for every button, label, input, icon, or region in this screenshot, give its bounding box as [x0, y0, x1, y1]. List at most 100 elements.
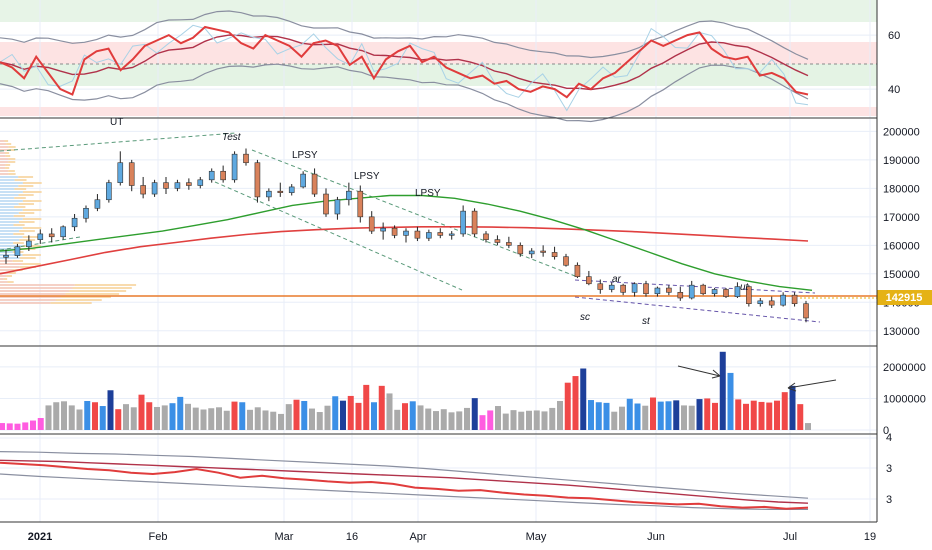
volume-bar	[588, 400, 594, 430]
volume-bar	[495, 406, 501, 430]
volume-profile-bar	[0, 146, 9, 148]
volume-profile-bar	[0, 218, 23, 220]
volume-bar	[270, 411, 277, 430]
volume-profile-bar	[0, 242, 14, 244]
candle-body	[323, 193, 329, 215]
volume-bar	[448, 412, 455, 430]
volume-tick-label: 1000000	[883, 393, 926, 405]
volume-bar	[254, 407, 261, 430]
price-panel[interactable]: UT Test LPSY LPSY LPSY ar ut sc st 20000…	[0, 117, 932, 347]
candle-body	[288, 186, 295, 193]
volume-profile-bar	[19, 230, 35, 232]
volume-bar	[433, 411, 439, 430]
lower-main-line	[0, 461, 809, 510]
volume-profile-bar	[0, 263, 23, 265]
volume-bar	[611, 411, 618, 430]
candle-body	[460, 210, 466, 235]
candle-body	[83, 207, 89, 219]
volume-bar	[409, 401, 416, 430]
volume-bar	[735, 399, 742, 430]
time-axis[interactable]: 2021 Feb Mar 16 Apr May Jun Jul 19	[28, 531, 876, 543]
volume-profile-bar	[0, 140, 5, 142]
volume-profile-bar	[0, 173, 9, 175]
downtrend-upper-line	[251, 149, 576, 277]
volume-profile-bar	[0, 299, 56, 301]
volume-profile-bar	[0, 167, 6, 169]
volume-profile-bar	[0, 278, 4, 280]
candle-body	[677, 292, 684, 299]
candlesticks	[3, 148, 809, 323]
volume-profile-bar	[0, 257, 20, 259]
candle-body	[254, 162, 261, 198]
candle-body	[220, 170, 226, 181]
volume-bar	[580, 368, 587, 430]
volume-profile-bar	[3, 278, 8, 280]
volume-bar	[681, 405, 687, 430]
time-axis-label: 2021	[28, 531, 52, 543]
lower-indicator-panel[interactable]: 4 3 3	[0, 432, 892, 523]
arrow-head-2	[787, 382, 797, 392]
volume-bar	[750, 400, 757, 430]
volume-bar	[425, 408, 432, 430]
candle-body	[506, 242, 512, 246]
volume-bar	[99, 406, 106, 430]
volume-bar	[402, 403, 408, 430]
volume-bar	[115, 409, 122, 430]
candle-body	[3, 254, 9, 258]
volume-bar	[45, 405, 52, 430]
rsi-overbought-zone	[0, 0, 877, 22]
candle-body	[688, 284, 695, 299]
volume-profile-bar	[19, 221, 35, 223]
volume-profile-bar	[13, 215, 26, 217]
candle-body	[620, 284, 626, 293]
candle-body	[380, 227, 386, 232]
volume-profile-bar	[0, 287, 73, 289]
volume-bar	[340, 400, 346, 430]
volume-bar	[440, 409, 447, 430]
annotation-st: st	[642, 316, 651, 327]
price-tick-label: 180000	[883, 183, 920, 195]
candle-body	[746, 286, 752, 305]
candle-body	[140, 185, 146, 195]
lower-tick-label: 3	[886, 494, 892, 506]
volume-bar	[6, 423, 13, 430]
candle-body	[186, 182, 192, 186]
volume-profile-bar	[5, 164, 11, 166]
volume-profile-bar	[0, 158, 9, 160]
volume-profile-bar	[4, 140, 9, 142]
volume-profile-bar	[0, 296, 62, 298]
volume-profile-bar	[8, 170, 15, 172]
volume-profile-bar	[0, 164, 6, 166]
volume-profile-bar	[0, 215, 14, 217]
candle-body	[631, 283, 638, 293]
volume-profile-bar	[50, 302, 92, 304]
rsi-panel[interactable]: 60 40	[0, 0, 900, 123]
volume-profile-bar	[0, 293, 66, 295]
candle-body	[163, 182, 169, 189]
volume-profile-bar	[13, 206, 26, 208]
rsi-band-lower	[0, 63, 809, 123]
candle-body	[734, 286, 741, 297]
volume-profile	[0, 140, 137, 304]
candle-body	[357, 190, 364, 218]
time-axis-label: May	[526, 531, 547, 543]
volume-profile-bar	[65, 293, 120, 295]
annotation-sc: sc	[580, 312, 590, 323]
volume-panel[interactable]: 2000000 1000000 0	[0, 347, 926, 437]
volume-tick-label: 2000000	[883, 362, 926, 374]
volume-bar	[727, 372, 734, 430]
volume-profile-bar	[19, 239, 36, 241]
volume-profile-bar	[22, 209, 42, 211]
volume-bar	[712, 402, 718, 430]
volume-bar	[169, 403, 176, 430]
time-axis-label: Jul	[783, 531, 797, 543]
volume-profile-bar	[19, 257, 36, 259]
price-tick-label: 150000	[883, 269, 920, 281]
candle-body	[414, 230, 421, 239]
volume-bar	[650, 397, 656, 430]
volume-profile-bar	[0, 170, 9, 172]
volume-bar	[37, 418, 44, 430]
volume-bar	[603, 402, 610, 430]
annotation-ut-lower: ut	[740, 282, 750, 293]
